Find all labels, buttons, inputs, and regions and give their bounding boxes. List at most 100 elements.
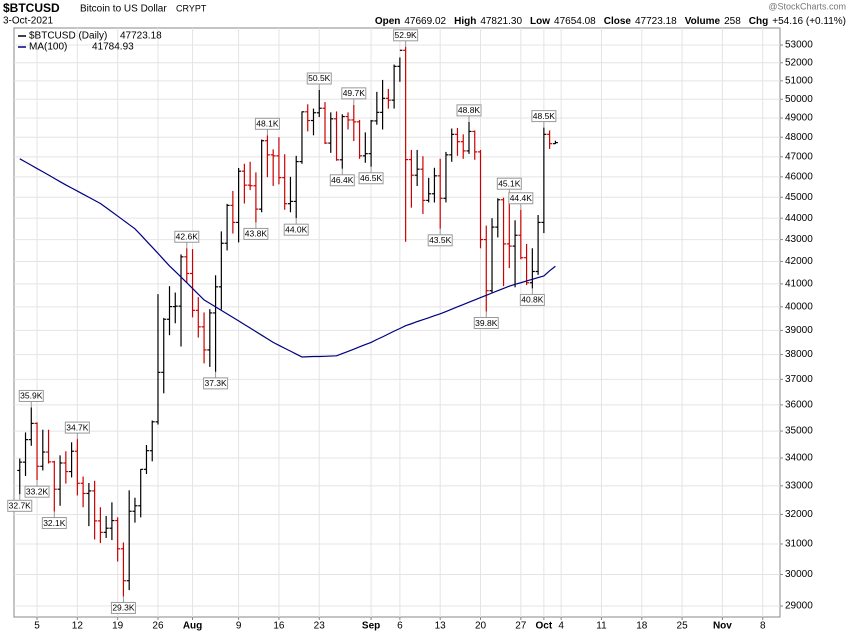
y-tick-label: 53000	[785, 40, 813, 51]
annotation-label: 48.5K	[533, 111, 556, 121]
y-tick-label: 37000	[785, 374, 813, 385]
annotation-box	[358, 172, 384, 185]
annotation-box	[508, 192, 534, 205]
annotation-box	[243, 227, 269, 240]
date: 3-Oct-2021	[3, 16, 53, 27]
x-tick-label: 20	[475, 621, 487, 632]
y-tick-label: 50000	[785, 94, 813, 105]
annotation-box	[7, 499, 33, 512]
y-tick-label: 52000	[785, 57, 813, 68]
header-label: Open	[375, 16, 401, 27]
y-tick-label: 47000	[785, 151, 813, 162]
x-tick-label: 9	[236, 621, 242, 632]
annotation-label: 46.5K	[360, 173, 383, 183]
header-label: High	[454, 16, 476, 27]
y-tick-label: 51000	[785, 75, 813, 86]
legend-value: 47723.18	[120, 31, 162, 42]
y-tick-label: 34000	[785, 453, 813, 464]
annotation-label: 48.1K	[256, 119, 279, 129]
annotation-box	[24, 485, 50, 498]
ma-line	[19, 158, 556, 358]
annotation-label: 42.6K	[176, 232, 199, 242]
annotation-label: 32.7K	[9, 501, 32, 511]
x-tick-label: 11	[596, 621, 607, 632]
y-tick-label: 45000	[785, 192, 813, 203]
y-tick-label: 31000	[785, 539, 813, 550]
y-tick-label: 40000	[785, 301, 813, 312]
annotation-label: 48.8K	[458, 105, 481, 115]
x-tick-label: Sep	[362, 621, 380, 632]
y-tick-label: 36000	[785, 400, 813, 411]
x-tick-label: 19	[112, 621, 124, 632]
legend-name: MA(100)	[29, 42, 67, 53]
annotation-label: 32.1K	[43, 518, 66, 528]
exchange: CRYPT	[176, 3, 207, 13]
x-tick-label: Aug	[183, 621, 202, 632]
x-tick-label: 12	[72, 621, 84, 632]
annotation-label: 37.3K	[204, 378, 227, 388]
annotation-box	[110, 601, 136, 614]
annotation-label: 43.5K	[429, 235, 452, 245]
annotation-box	[283, 223, 309, 236]
annotation-label: 43.8K	[245, 229, 268, 239]
x-tick-label: 13	[435, 621, 447, 632]
annotation-label: 44.4K	[510, 193, 533, 203]
y-tick-label: 44000	[785, 213, 813, 224]
x-tick-label: 27	[515, 621, 527, 632]
annotation-box	[64, 421, 90, 434]
header-value: 47821.30	[480, 16, 522, 27]
annotation-label: 33.2K	[26, 486, 49, 496]
header-value: +54.16 (+0.11%)	[772, 16, 846, 27]
annotation-label: 40.8K	[521, 295, 544, 305]
x-tick-label: Nov	[713, 621, 732, 632]
annotation-box	[254, 117, 280, 130]
y-tick-label: 30000	[785, 569, 813, 580]
annotation-box	[329, 174, 355, 187]
annotation-label: 39.8K	[475, 318, 498, 328]
annotation-box	[41, 517, 67, 530]
annotation-box	[393, 29, 419, 42]
y-tick-label: 38000	[785, 349, 813, 360]
y-tick-label: 32000	[785, 509, 813, 520]
x-tick-label: 26	[152, 621, 164, 632]
annotation-label: 34.7K	[66, 422, 89, 432]
y-tick-label: 39000	[785, 325, 813, 336]
legend-value: 41784.93	[92, 42, 134, 53]
annotation-label: 46.4K	[331, 175, 354, 185]
y-tick-label: 41000	[785, 279, 813, 290]
x-tick-label: 23	[314, 621, 326, 632]
y-tick-label: 35000	[785, 426, 813, 437]
header-value: 258	[724, 16, 741, 27]
header-value: 47654.08	[554, 16, 596, 27]
source: @StockCharts.com	[768, 1, 846, 11]
annotation-label: 49.7K	[343, 88, 366, 98]
annotation-label: 35.9K	[20, 391, 43, 401]
y-tick-label: 43000	[785, 234, 813, 245]
x-tick-label: 16	[273, 621, 285, 632]
y-tick-label: 49000	[785, 113, 813, 124]
x-tick-label: 6	[397, 621, 403, 632]
annotation-box	[18, 389, 44, 402]
annotation-box	[496, 177, 522, 190]
header-value: 47723.18	[635, 16, 677, 27]
x-tick-label: 8	[760, 621, 766, 632]
annotation-box	[306, 72, 332, 85]
annotation-box	[203, 377, 229, 390]
annotation-label: 52.9K	[395, 30, 418, 40]
x-tick-label: 4	[558, 621, 564, 632]
x-tick-label: 18	[636, 621, 648, 632]
y-tick-label: 29000	[785, 601, 813, 612]
y-tick-label: 46000	[785, 171, 813, 182]
chart-subtitle: Bitcoin to US Dollar	[80, 4, 167, 15]
annotation-box	[531, 110, 557, 123]
header-label: Volume	[685, 16, 721, 27]
annotation-box	[427, 234, 453, 247]
annotation-box	[473, 317, 499, 330]
y-tick-label: 48000	[785, 132, 813, 143]
annotation-label: 44.0K	[285, 224, 308, 234]
x-tick-label: 25	[677, 621, 689, 632]
legend-name: $BTCUSD (Daily)	[29, 31, 107, 42]
annotation-label: 50.5K	[308, 73, 331, 83]
y-tick-label: 42000	[785, 256, 813, 267]
